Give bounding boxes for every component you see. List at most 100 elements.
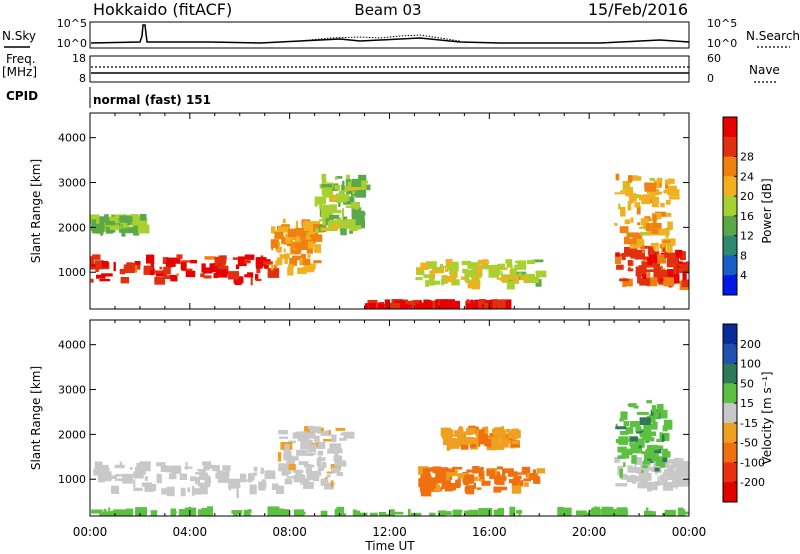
velocity-cell-r1-72 — [319, 455, 322, 462]
power-cell-r7-19 — [646, 277, 658, 287]
power-cell-r8-43 — [627, 232, 640, 238]
velocity-colorbar-label: Velocity [m s⁻¹] — [760, 371, 774, 464]
velocity-cell-r0-24 — [225, 467, 230, 477]
power-cell-r2-86 — [126, 227, 136, 234]
power-cell-r0-46 — [101, 273, 113, 277]
velocity-cell-r6-83 — [609, 506, 614, 516]
nsearch-trace — [299, 34, 461, 42]
power-cell-r3-87 — [329, 214, 340, 219]
velocity-cell-r1-24 — [310, 426, 321, 433]
power-cell-r4-41 — [429, 270, 435, 280]
power-cell-r0-62 — [150, 262, 154, 267]
power-cell-r2-87 — [135, 225, 138, 230]
power-cell-r0-12 — [149, 265, 155, 276]
velocity-cell-r0-60 — [195, 472, 201, 475]
power-cell-r1-38 — [313, 244, 322, 253]
velocity-cell-r0-53 — [215, 472, 223, 479]
velocity-colorbar-tick-label-3: 15 — [740, 397, 754, 410]
velocity-colorbar-tick-label-4: -15 — [740, 417, 758, 430]
power-cell-r1-64 — [287, 267, 294, 276]
power-cell-r0-69 — [200, 273, 205, 278]
velocity-cell-r2-35 — [502, 469, 506, 480]
velocity-cell-r4-42 — [646, 473, 652, 481]
velocity-cell-r2-47 — [529, 473, 538, 480]
power-cell-r0-85 — [99, 278, 111, 282]
power-cell-r0-87 — [92, 254, 101, 260]
power-cell-r4-26 — [510, 265, 513, 269]
velocity-cell-r4-72 — [629, 468, 640, 473]
power-cell-r6-68 — [492, 299, 498, 309]
velocity-cell-r3-81 — [486, 439, 492, 448]
power-cell-r8-36 — [618, 203, 621, 210]
velocity-cell-r5-35 — [638, 439, 645, 448]
power-cell-r4-7 — [471, 269, 482, 279]
velocity-cell-r5-22 — [661, 451, 671, 458]
velocity-cell-r1-87 — [306, 463, 312, 474]
velocity-cell-r0-18 — [260, 467, 264, 474]
power-colorbar-tick-label-1: 8 — [740, 249, 747, 262]
velocity-cell-r0-63 — [193, 488, 202, 495]
power-cell-r3-35 — [321, 179, 327, 188]
power-cell-r5-5 — [451, 300, 460, 309]
power-cell-r3-80 — [332, 223, 339, 230]
velocity-cell-r2-45 — [473, 482, 477, 490]
power-cell-r7-82 — [663, 277, 674, 287]
velocity-cell-r2-40 — [511, 485, 522, 494]
velocity-cell-r3-85 — [464, 436, 474, 440]
power-cell-r8-53 — [619, 226, 629, 234]
velocity-cell-r5-69 — [619, 468, 623, 479]
power-cell-r0-34 — [255, 274, 259, 280]
power-cell-r8-27 — [640, 218, 649, 226]
power-cell-r7-62 — [666, 269, 679, 279]
velocity-cell-r1-2 — [279, 436, 289, 439]
velocity-cell-r3-74 — [447, 430, 451, 435]
velocity-cell-r1-33 — [290, 456, 299, 461]
power-cell-r4-86 — [500, 270, 503, 277]
power-cell-r7-84 — [666, 260, 674, 268]
velocity-colorbar-swatch-6 — [723, 442, 737, 463]
velocity-cell-r4-71 — [626, 475, 637, 483]
velocity-cell-r1-1 — [286, 476, 298, 479]
freq-tick-bottom: 8 — [79, 72, 86, 85]
velocity-cell-r0-42 — [184, 466, 193, 469]
velocity-cell-r0-85 — [135, 466, 145, 472]
velocity-cell-r4-40 — [672, 476, 675, 480]
velocity-cell-r0-12 — [144, 476, 148, 481]
velocity-cell-r1-65 — [317, 458, 326, 462]
power-cell-r8-47 — [668, 196, 680, 200]
velocity-cell-r2-48 — [478, 467, 483, 478]
velocity-cell-r4-47 — [634, 457, 642, 465]
power-colorbar-label: Power [dB] — [760, 178, 774, 243]
velocity-cell-r3-88 — [500, 437, 509, 448]
power-cell-r4-68 — [515, 260, 520, 263]
velocity-cell-r1-31 — [278, 463, 289, 472]
power-cell-r0-23 — [250, 276, 253, 286]
power-cell-r8-80 — [653, 244, 657, 250]
power-cell-r0-88 — [96, 274, 106, 279]
velocity-cell-r0-1 — [191, 485, 195, 496]
power-cell-r0-55 — [267, 268, 280, 278]
power-cell-r3-58 — [321, 184, 333, 188]
velocity-cell-r1-53 — [306, 471, 317, 481]
velocity-cell-r5-41 — [651, 411, 660, 419]
velocity-cell-r6-44 — [379, 512, 386, 516]
nave-label: Nave — [749, 63, 780, 77]
velocity-cell-r5-51 — [641, 470, 644, 473]
velocity-cell-r4-84 — [616, 483, 620, 486]
velocity-cell-r0-50 — [115, 474, 124, 477]
velocity-cell-r5-45 — [652, 421, 658, 430]
velocity-cell-r4-70 — [659, 475, 664, 481]
velocity-cell-r6-66 — [493, 509, 499, 516]
power-cell-r5-88 — [435, 299, 439, 309]
velocity-cell-r3-87 — [457, 438, 466, 445]
velocity-cell-r0-57 — [99, 477, 112, 482]
velocity-cell-r6-60 — [408, 508, 411, 516]
velocity-cell-r1-26 — [277, 452, 282, 462]
velocity-cell-r0-79 — [195, 476, 200, 485]
power-cell-r1-19 — [282, 218, 286, 224]
power-cell-r4-87 — [445, 276, 453, 283]
power-cell-r3-88 — [314, 196, 326, 205]
velocity-cell-r6-65 — [354, 510, 361, 516]
velocity-cell-r2-55 — [494, 477, 504, 485]
power-cell-r4-61 — [460, 276, 466, 280]
